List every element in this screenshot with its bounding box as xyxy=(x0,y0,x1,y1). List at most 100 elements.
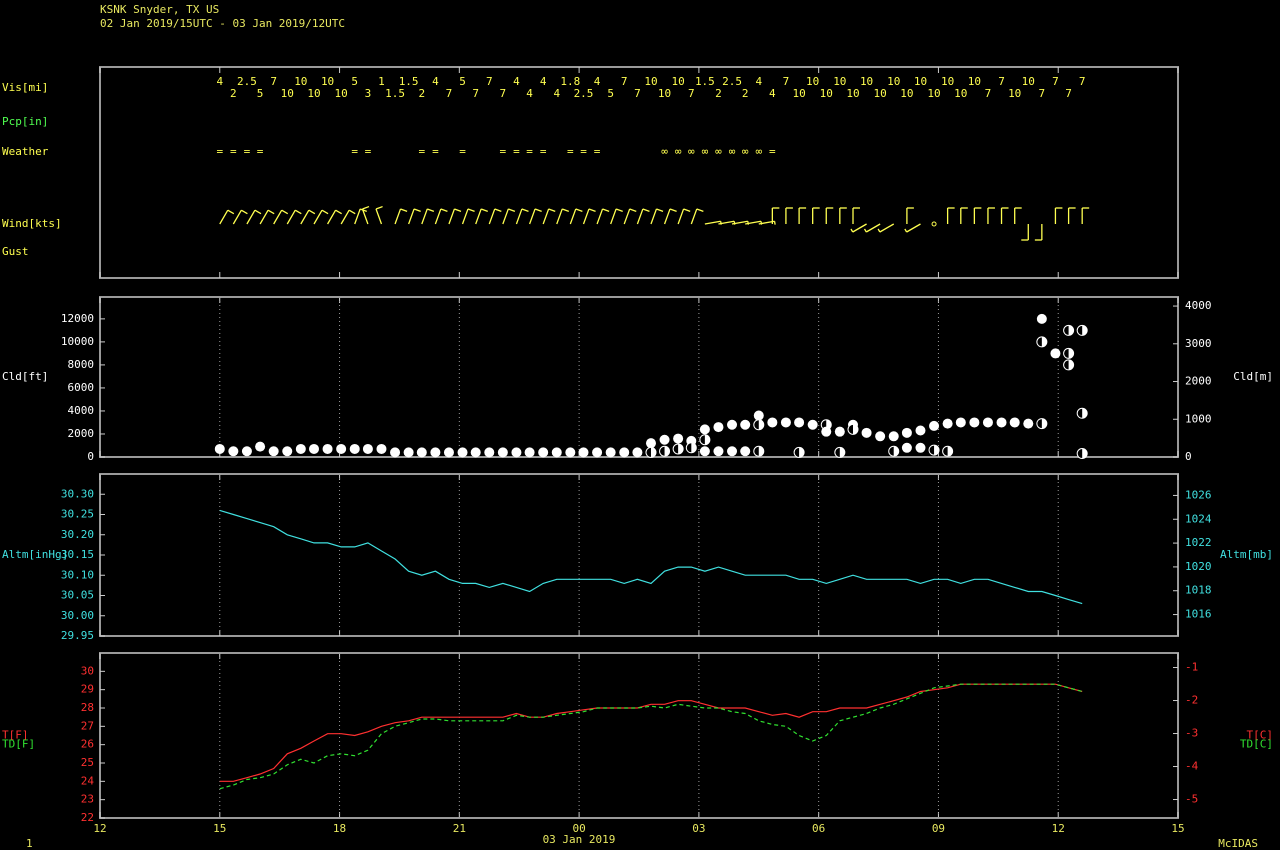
cloud-symbol xyxy=(255,441,266,452)
cloud-layer xyxy=(780,417,791,428)
visibility-value: 10 xyxy=(1022,75,1035,88)
weather-symbol: ∞ xyxy=(661,145,668,158)
series-line xyxy=(219,509,1083,605)
y-tick-label: 30.00 xyxy=(61,609,94,622)
barb-tick xyxy=(534,208,542,212)
cloud-symbol xyxy=(349,443,360,454)
cloud-layer xyxy=(592,447,603,458)
weather-symbol: ∞ xyxy=(702,145,709,158)
cloud-layer xyxy=(538,447,549,458)
cloud-symbol xyxy=(538,447,549,458)
barb-tick xyxy=(863,228,867,233)
series-line xyxy=(219,683,1083,782)
wind-barb xyxy=(987,207,995,224)
visibility-value: 7 xyxy=(621,75,628,88)
y-tick-label: 26 xyxy=(81,738,94,751)
cloud-layer xyxy=(685,442,697,454)
cloud-symbol xyxy=(1036,313,1047,324)
visibility-value: 1.8 xyxy=(560,75,580,88)
visibility-value: 10 xyxy=(321,75,334,88)
wind-barb xyxy=(542,208,556,225)
barb-staff xyxy=(327,209,337,225)
cloud-layer xyxy=(969,417,980,428)
cloud-symbol xyxy=(996,417,1007,428)
visibility-value: 10 xyxy=(806,75,819,88)
wind-barb xyxy=(232,209,248,225)
weather-symbol: = xyxy=(351,145,358,158)
cloud-symbol xyxy=(915,425,926,436)
wind-barb xyxy=(650,208,664,225)
visibility-value: 10 xyxy=(281,87,294,100)
visibility-value: 10 xyxy=(672,75,685,88)
barb-tick xyxy=(548,208,556,212)
cloud-layer xyxy=(1063,347,1075,359)
x-tick-label: 06 xyxy=(812,822,825,835)
barb-tick xyxy=(669,208,677,212)
cloud-layer xyxy=(929,420,940,431)
barb-staff xyxy=(556,208,563,225)
cloud-symbol xyxy=(645,438,656,449)
cloud-symbol xyxy=(295,443,306,454)
wind-barb xyxy=(394,208,408,225)
visibility-value: 4 xyxy=(513,75,520,88)
barb-tick xyxy=(227,209,235,215)
y2-tick-label: 1022 xyxy=(1185,536,1212,549)
y-tick-label: 30.20 xyxy=(61,528,94,541)
cloud-layer xyxy=(753,410,764,421)
visibility-value: 4 xyxy=(553,87,560,100)
visibility-value: 10 xyxy=(874,87,887,100)
visibility-value: 10 xyxy=(927,87,940,100)
barb-tick xyxy=(335,209,342,215)
barb-staff xyxy=(542,208,550,225)
y-tick-label: 4000 xyxy=(68,404,95,417)
wind-barb xyxy=(327,209,342,225)
cloud-cover xyxy=(1068,348,1074,359)
cloud-symbol xyxy=(673,433,684,444)
wind-barb xyxy=(946,207,955,224)
cloud-symbol xyxy=(659,434,670,445)
visibility-value: 7 xyxy=(1065,87,1072,100)
wind-barb xyxy=(1021,224,1029,241)
cloud-layer xyxy=(861,427,872,438)
cloud-layer xyxy=(996,417,1007,428)
cloud-symbol xyxy=(740,446,751,457)
weather-symbol: ∞ xyxy=(675,145,682,158)
visibility-value: 2 xyxy=(418,87,425,100)
y-tick-label: 30.05 xyxy=(61,589,94,602)
cloud-layer xyxy=(753,445,765,457)
barb-staff xyxy=(300,209,310,225)
weather-symbol: ∞ xyxy=(729,145,736,158)
cloud-symbol xyxy=(619,447,630,458)
visibility-value: 7 xyxy=(500,87,507,100)
wind-barb xyxy=(488,208,502,225)
cloud-symbol xyxy=(915,442,926,453)
weather-symbol: = xyxy=(244,145,251,158)
barb-tick xyxy=(241,209,248,215)
cloud-layer xyxy=(1036,336,1048,348)
barb-tick xyxy=(656,208,664,212)
wind-barb xyxy=(375,205,383,225)
wind-barb xyxy=(677,208,691,225)
cloud-layer xyxy=(794,417,805,428)
cloud-layer xyxy=(403,447,414,458)
cloud-symbol xyxy=(713,446,724,457)
cloud-layer xyxy=(228,446,239,457)
wind-barb xyxy=(515,208,529,225)
visibility-value: 4 xyxy=(526,87,533,100)
cloud-layer xyxy=(673,433,684,444)
cloud-symbol xyxy=(901,427,912,438)
cloud-symbol xyxy=(336,443,347,454)
x-tick-label: 15 xyxy=(1171,822,1184,835)
cloud-layer xyxy=(645,446,657,458)
cloud-layer xyxy=(699,434,711,446)
visibility-value: 7 xyxy=(783,75,790,88)
barb-tick xyxy=(480,208,488,212)
y2-tick-label: -1 xyxy=(1185,661,1198,674)
barb-staff xyxy=(528,208,536,225)
y-tick-label: 25 xyxy=(81,756,94,769)
cloud-symbol xyxy=(888,431,899,442)
barb-tick xyxy=(413,208,421,212)
software-label: McIDAS xyxy=(1218,837,1258,850)
cloud-layer xyxy=(901,427,912,438)
y2-tick-label: 1024 xyxy=(1185,512,1212,525)
